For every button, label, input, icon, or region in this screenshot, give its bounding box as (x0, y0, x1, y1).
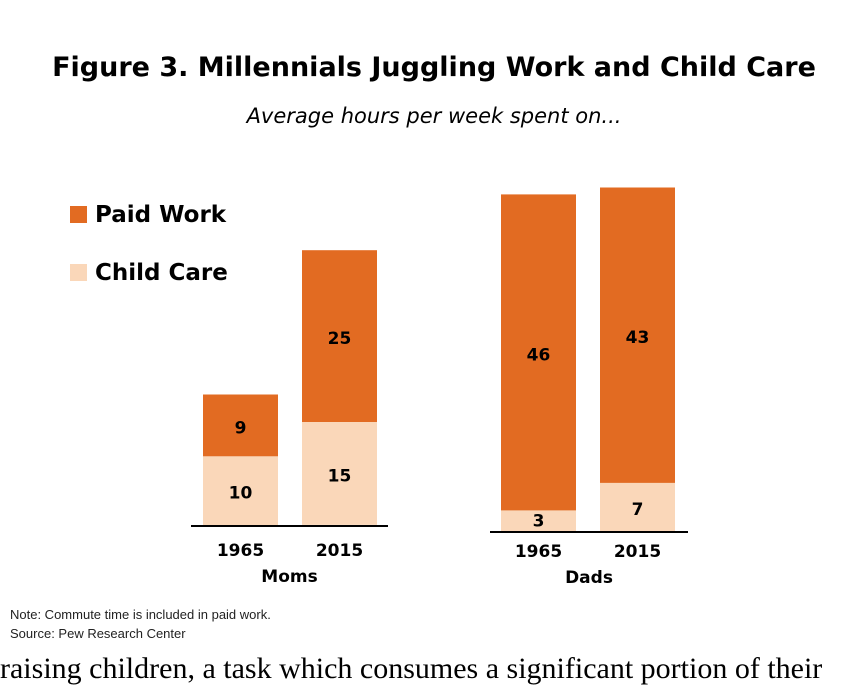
data-label-dads-1965-child-care: 3 (533, 512, 545, 532)
bar-moms-1965-child-care (203, 456, 278, 525)
group-label-dads: Dads (565, 568, 613, 588)
data-label-dads-2015-paid-work: 43 (626, 328, 650, 348)
tick-label-moms-2015: 2015 (316, 541, 363, 561)
bar-dads-1965-paid-work (501, 194, 576, 511)
bar-dads-2015-child-care (600, 482, 675, 531)
legend-swatch-child-care (70, 264, 87, 281)
data-label-moms-1965-child-care: 10 (229, 484, 253, 504)
data-label-dads-1965-paid-work: 46 (527, 345, 551, 365)
data-label-moms-2015-child-care: 15 (328, 467, 352, 487)
chart-subtitle: Average hours per week spent on... (246, 104, 622, 128)
legend-swatch-paid-work (70, 206, 87, 223)
bar-dads-1965-child-care (501, 510, 576, 531)
group-label-moms: Moms (261, 567, 317, 587)
chart-source: Source: Pew Research Center (10, 626, 186, 641)
chart-note-block: Note: Commute time is included in paid w… (10, 605, 271, 643)
cropped-body-text: raising children, a task which consumes … (0, 652, 823, 685)
bar-moms-1965-paid-work (203, 394, 278, 457)
bar-dads-2015-paid-work (600, 187, 675, 483)
chart-note: Note: Commute time is included in paid w… (10, 607, 271, 622)
tick-label-dads-2015: 2015 (614, 542, 661, 562)
tick-label-moms-1965: 1965 (217, 541, 264, 561)
chart-title: Figure 3. Millennials Juggling Work and … (52, 52, 816, 83)
tick-label-dads-1965: 1965 (515, 542, 562, 562)
data-label-moms-1965-paid-work: 9 (235, 418, 247, 438)
data-label-dads-2015-child-care: 7 (632, 500, 644, 520)
legend-label-paid-work: Paid Work (95, 202, 227, 228)
data-label-moms-2015-paid-work: 25 (328, 329, 352, 349)
legend-label-child-care: Child Care (95, 260, 228, 286)
bar-moms-2015-child-care (302, 421, 377, 525)
bar-moms-2015-paid-work (302, 250, 377, 422)
